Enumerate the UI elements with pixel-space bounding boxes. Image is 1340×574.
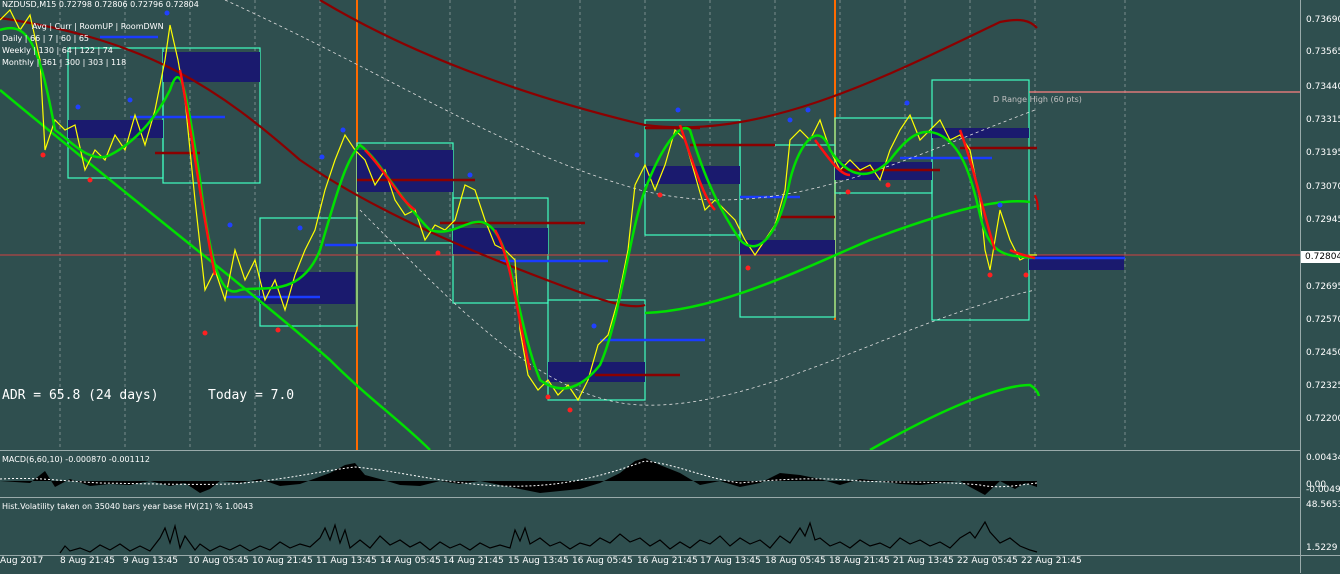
macd-panel[interactable]: MACD(6,60,10) -0.000870 -0.001112 [0,450,1300,498]
hv-axis-bottom: 1.5229 [1306,543,1338,553]
time-tick: 9 Aug 13:45 [123,556,178,566]
slow-ma-upper [319,0,1038,129]
hv-panel[interactable]: Hist.Volatility taken on 35040 bars year… [0,497,1300,556]
session-separators [356,0,836,450]
time-tick: 10 Aug 21:45 [252,556,313,566]
time-tick: 18 Aug 21:45 [829,556,890,566]
time-tick: 10 Aug 05:45 [188,556,249,566]
price-tick: 0.72695 [1306,282,1340,292]
fast-ma-up [0,27,1036,390]
price-tick: 0.73565 [1306,47,1340,57]
time-tick: 14 Aug 21:45 [443,556,504,566]
price-tick: 0.72945 [1306,215,1340,225]
time-tick: 21 Aug 13:45 [893,556,954,566]
hv-canvas [59,520,1038,554]
price-tick: 0.72325 [1306,381,1340,391]
time-tick: 15 Aug 13:45 [508,556,569,566]
current-price-tag: 0.72804 [1301,251,1340,263]
swing-high-markers [75,10,1003,329]
long-ma-left [0,89,431,450]
price-tick: 0.72200 [1306,414,1340,424]
stats-weekly: Weekly | 130 | 64 | 122 | 74 [2,46,113,55]
lower-band-ma [869,383,1041,450]
fast-ma-down [178,69,1036,371]
price-tick: 0.72570 [1306,315,1340,325]
price-tick: 0.73315 [1306,115,1340,125]
time-tick: 11 Aug 13:45 [316,556,377,566]
price-tick: 0.73440 [1306,82,1340,92]
long-ma-right [644,200,1031,315]
time-axis[interactable] [0,555,1340,574]
macd-signal [0,460,1038,488]
price-tick: 0.73690 [1306,15,1340,25]
symbol-quote: NZDUSD,M15 0.72798 0.72806 0.72796 0.728… [2,0,199,9]
macd-axis-bottom: -0.00490 [1306,485,1340,495]
stats-columns: Avg | Curr | RoomUP | RoomDWN [32,22,164,31]
macd-canvas [0,458,1038,495]
today-text: Today = 7.0 [208,388,295,403]
swing-low-markers [40,152,1029,413]
level-lines [100,35,1125,377]
time-tick: 22 Aug 05:45 [957,556,1018,566]
price-candles [0,8,1037,402]
d-range-high-label: D Range High (60 pts) [993,95,1082,104]
hv-series [59,520,1038,554]
time-tick: 22 Aug 21:45 [1021,556,1082,566]
price-tick: 0.73070 [1306,182,1340,192]
macd-axis-zero: 0.00 [1306,480,1327,490]
macd-axis-top: 0.004348 [1306,453,1340,463]
price-chart-canvas[interactable] [0,0,1300,450]
time-tick: 17 Aug 13:45 [700,556,761,566]
time-tick: 8 Aug 21:45 [60,556,115,566]
macd-histogram [0,458,1037,495]
time-tick: Aug 2017 [0,556,44,566]
macd-label: MACD(6,60,10) -0.000870 -0.001112 [2,455,150,464]
price-tick: 0.72450 [1306,348,1340,358]
price-tick: 0.73195 [1306,148,1340,158]
stats-daily: Daily | 66 | 7 | 60 | 65 [2,34,89,43]
adr-text: ADR = 65.8 (24 days) [2,388,159,403]
slow-ma-lower [0,16,646,308]
hv-label: Hist.Volatility taken on 35040 bars year… [2,502,254,511]
price-axis[interactable] [1300,0,1340,573]
time-tick: 16 Aug 05:45 [572,556,633,566]
time-tick: 14 Aug 05:45 [380,556,441,566]
price-chart[interactable] [0,0,1300,450]
time-tick: 18 Aug 05:45 [765,556,826,566]
time-tick: 16 Aug 21:45 [637,556,698,566]
hv-axis-top: 48.5653 [1306,500,1340,510]
envelope-bands [224,0,1036,406]
stats-monthly: Monthly | 361 | 300 | 303 | 118 [2,58,127,67]
